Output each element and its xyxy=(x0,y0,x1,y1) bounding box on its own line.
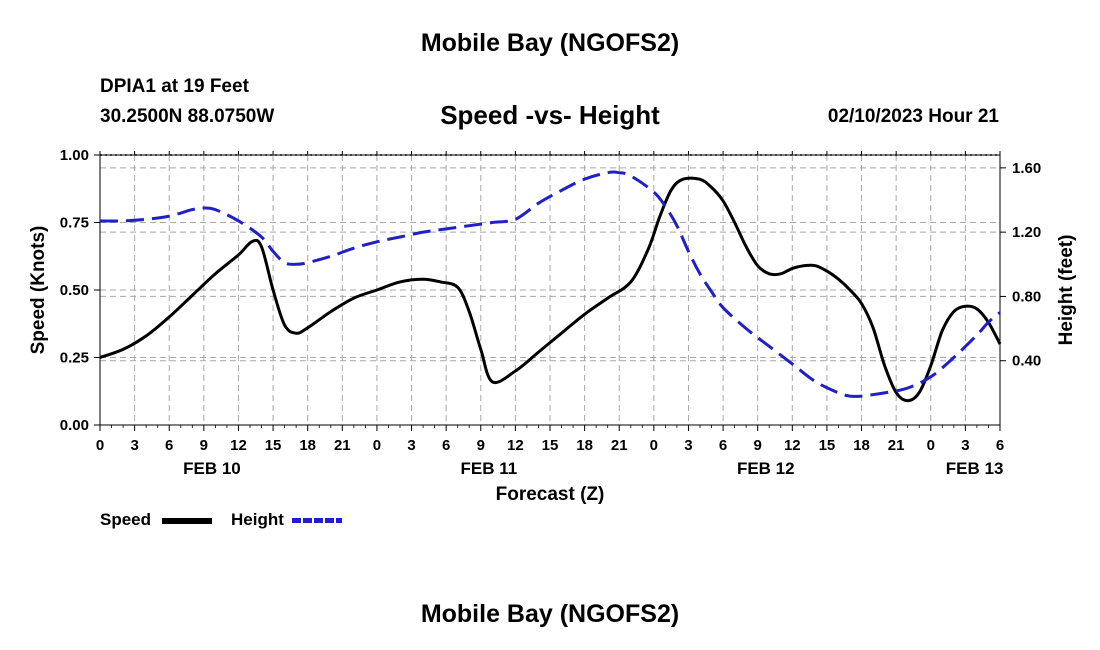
station-coords: 30.2500N 88.0750W xyxy=(100,106,275,127)
x-tick-label: 9 xyxy=(754,437,762,454)
chart-subtitle: Speed -vs- Height xyxy=(440,100,660,130)
x-tick-label: 6 xyxy=(165,437,173,454)
day-label: FEB 12 xyxy=(737,459,795,478)
day-label: FEB 10 xyxy=(183,459,241,478)
x-axis-title: Forecast (Z) xyxy=(496,484,605,505)
x-tick-label: 3 xyxy=(684,437,692,454)
forecast-datetime: 02/10/2023 Hour 21 xyxy=(827,106,999,127)
speed-series-line xyxy=(99,176,1002,403)
x-tick-label: 21 xyxy=(611,437,628,454)
axis-labels: 0 3 6 9 12 15 18 21 0 3 6 9 12 15 18 21 0 3 6 9 12 15 18 21 0 3 6 0… xyxy=(28,147,1077,505)
y2-tick-label: 1.60 xyxy=(1012,160,1041,177)
height-series-line xyxy=(99,170,1001,398)
day-label: FEB 13 xyxy=(946,459,1004,478)
y2-tick-label: 1.20 xyxy=(1012,224,1041,241)
y-tick-label: 0.00 xyxy=(60,417,89,434)
page-title: Mobile Bay (NGOFS2) xyxy=(420,29,680,57)
x-tick-label: 12 xyxy=(784,437,801,454)
y2-tick-label: 0.40 xyxy=(1012,353,1041,370)
x-tick-label: 9 xyxy=(477,437,485,454)
x-tick-label: 15 xyxy=(265,437,282,454)
y-axis-title: Speed (Knots) xyxy=(28,226,49,355)
station-name: DPIA1 at 19 Feet xyxy=(100,76,249,97)
x-tick-label: 0 xyxy=(96,437,104,454)
x-tick-label: 6 xyxy=(442,437,450,454)
x-tick-label: 12 xyxy=(507,437,524,454)
x-tick-label: 6 xyxy=(996,437,1004,454)
x-tick-label: 15 xyxy=(819,437,836,454)
x-tick-label: 21 xyxy=(334,437,351,454)
legend-height-swatch xyxy=(292,518,342,523)
legend-speed-label: Speed xyxy=(100,510,152,529)
x-tick-label: 6 xyxy=(719,437,727,454)
x-tick-label: 0 xyxy=(650,437,658,454)
x-tick-label: 18 xyxy=(576,437,593,454)
footer-title: Mobile Bay (NGOFS2) xyxy=(420,600,680,628)
axis-ticks xyxy=(94,151,1006,431)
x-tick-label: 0 xyxy=(373,437,381,454)
y-tick-label: 0.25 xyxy=(60,350,89,367)
x-tick-label: 18 xyxy=(299,437,316,454)
legend-speed-swatch xyxy=(162,518,212,524)
x-tick-label: 21 xyxy=(888,437,905,454)
y-tick-label: 1.00 xyxy=(60,147,89,164)
x-tick-label: 15 xyxy=(542,437,559,454)
x-tick-label: 3 xyxy=(130,437,138,454)
y-tick-label: 0.75 xyxy=(60,215,89,232)
x-tick-label: 0 xyxy=(927,437,935,454)
x-tick-label: 12 xyxy=(230,437,247,454)
y-tick-label: 0.50 xyxy=(60,282,89,299)
x-tick-label: 9 xyxy=(200,437,208,454)
y2-axis-title: Height (feet) xyxy=(1056,235,1077,346)
x-tick-label: 18 xyxy=(853,437,870,454)
series-lines xyxy=(99,170,1002,403)
legend-height-label: Height xyxy=(231,510,284,529)
x-tick-label: 3 xyxy=(961,437,969,454)
x-tick-label: 3 xyxy=(407,437,415,454)
y2-tick-label: 0.80 xyxy=(1012,288,1041,305)
day-label: FEB 11 xyxy=(460,459,517,478)
